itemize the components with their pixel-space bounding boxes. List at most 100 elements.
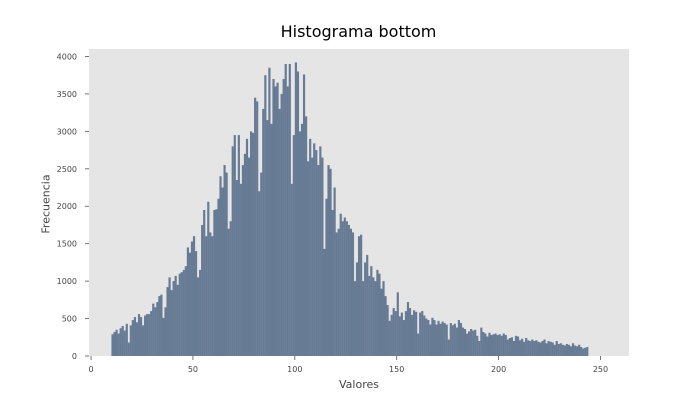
- histogram-bar: [186, 247, 189, 356]
- histogram-bar: [514, 335, 518, 356]
- y-tick-label: 500: [62, 315, 77, 324]
- histogram-bar: [584, 347, 587, 356]
- histogram-bar: [541, 341, 544, 356]
- histogram-bar: [390, 314, 393, 356]
- histogram-bar: [307, 161, 310, 356]
- histogram-bar: [311, 157, 314, 356]
- histogram-bar: [298, 131, 302, 356]
- histogram-bar: [331, 209, 334, 356]
- histogram-bar: [364, 262, 367, 356]
- histogram-bar: [174, 275, 177, 356]
- histogram-bar: [571, 343, 575, 356]
- histogram-bar: [573, 345, 577, 356]
- histogram-bar: [408, 308, 412, 356]
- histogram-bar: [154, 307, 157, 356]
- histogram-bar: [127, 342, 130, 356]
- histogram-bar: [162, 317, 165, 356]
- histogram-bar: [443, 323, 446, 356]
- histogram-bar: [272, 78, 275, 356]
- histogram-bar: [431, 317, 434, 356]
- histogram-bar: [482, 332, 485, 356]
- histogram-bar: [396, 292, 399, 356]
- histogram-bar: [384, 296, 387, 356]
- histogram-bar: [374, 281, 377, 356]
- histogram-bar: [305, 116, 308, 356]
- histogram-bar: [435, 324, 438, 356]
- histogram-bar: [445, 324, 448, 356]
- histogram-bar: [386, 305, 389, 356]
- histogram-bar: [156, 302, 159, 356]
- histogram-bar: [516, 336, 520, 356]
- histogram-bar: [282, 78, 285, 356]
- y-tick-label: 1000: [57, 277, 77, 286]
- histogram-bar: [459, 323, 463, 356]
- histogram-bar: [323, 248, 326, 356]
- histogram-bar: [158, 296, 161, 356]
- histogram-bar: [188, 252, 192, 356]
- histogram-bar: [468, 331, 471, 356]
- histogram-bar: [258, 191, 261, 356]
- histogram-bar: [417, 333, 420, 356]
- histogram-bar: [231, 146, 234, 356]
- histogram-bar: [329, 168, 332, 356]
- histogram-bar: [129, 325, 132, 356]
- histogram-bar: [586, 347, 589, 356]
- histogram-bar: [292, 135, 295, 356]
- x-tick-label: 100: [287, 365, 302, 374]
- y-tick-label: 4000: [57, 52, 77, 61]
- histogram-bar: [559, 343, 562, 356]
- histogram-bar: [421, 311, 424, 356]
- histogram-bar: [180, 272, 183, 356]
- histogram-bar: [237, 135, 240, 356]
- histogram-bar: [260, 172, 263, 356]
- histogram-bar: [470, 329, 473, 356]
- histogram-bar: [115, 329, 118, 356]
- histogram-bar: [205, 236, 208, 356]
- histogram-bar: [480, 327, 483, 356]
- histogram-bar: [119, 328, 122, 356]
- histogram-bar: [553, 344, 556, 356]
- histogram-bar: [137, 314, 141, 356]
- histogram-bar: [319, 146, 322, 356]
- histogram-bar: [441, 321, 444, 356]
- histogram-bars: [111, 62, 589, 357]
- histogram-bar: [557, 344, 560, 356]
- histogram-bar: [555, 341, 558, 356]
- histogram-bar: [164, 307, 167, 356]
- histogram-bar: [484, 333, 487, 356]
- histogram-bar: [345, 221, 348, 356]
- histogram-bar: [578, 344, 581, 356]
- histogram-bar: [190, 241, 194, 356]
- histogram-bar: [146, 314, 149, 356]
- histogram-bar: [172, 281, 175, 356]
- y-tick-label: 2000: [57, 202, 77, 211]
- histogram-bar: [402, 320, 405, 356]
- histogram-bar: [245, 138, 249, 356]
- histogram-bar: [531, 339, 534, 356]
- histogram-bar: [382, 281, 385, 356]
- histogram-bar: [239, 183, 242, 356]
- histogram-bar: [580, 347, 583, 356]
- histogram-bar: [229, 221, 232, 356]
- histogram-bar: [488, 332, 491, 356]
- histogram-bar: [266, 120, 269, 356]
- histogram-bar: [254, 97, 257, 357]
- histogram-bar: [355, 262, 359, 356]
- histogram-bar: [215, 209, 218, 356]
- histogram-bar: [380, 288, 383, 356]
- histogram-bar: [457, 320, 461, 356]
- histogram-bar: [392, 308, 395, 356]
- histogram-bar: [366, 254, 369, 356]
- histogram-bar: [131, 320, 134, 356]
- histogram-bar: [508, 338, 511, 356]
- histogram-bar: [504, 335, 507, 356]
- x-tick-label: 150: [389, 365, 404, 374]
- histogram-bar: [135, 322, 139, 356]
- histogram-bar: [425, 318, 428, 356]
- histogram-bar: [252, 132, 255, 356]
- histogram-bar: [160, 294, 163, 356]
- histogram-bar: [219, 176, 222, 356]
- histogram-bar: [223, 165, 226, 356]
